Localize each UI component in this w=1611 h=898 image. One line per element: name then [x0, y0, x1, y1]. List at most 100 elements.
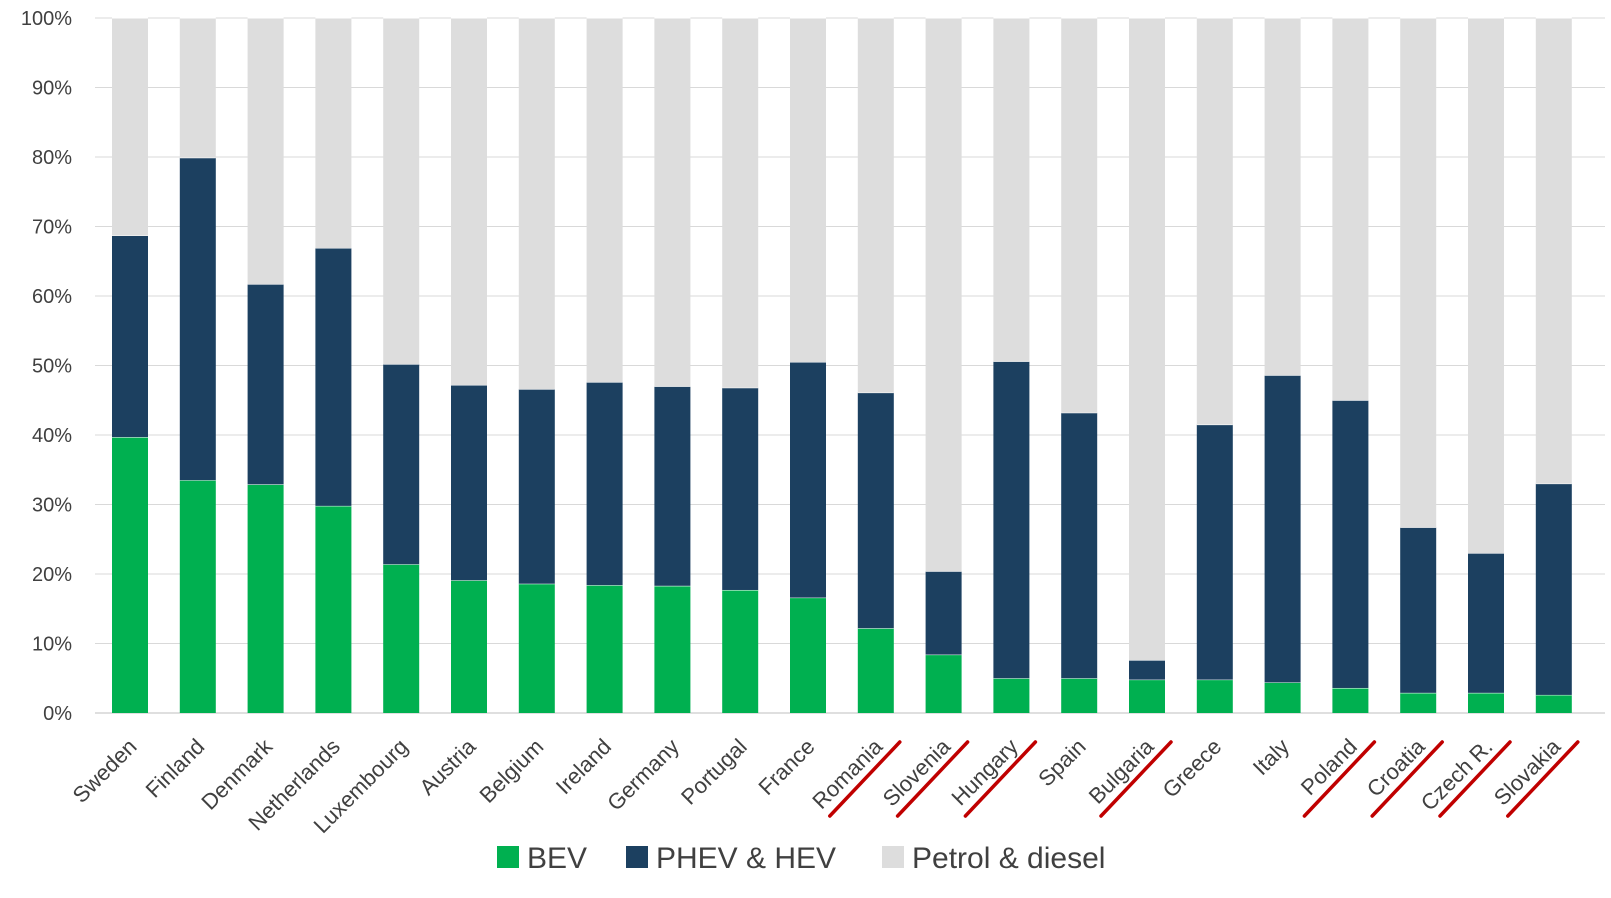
- bar-segment-petrol-diesel: [1332, 18, 1369, 401]
- bar-segment-petrol-diesel: [722, 18, 759, 388]
- strike-mark: [828, 740, 902, 818]
- bar-segment-phev-hev: [1129, 660, 1165, 680]
- legend-label: BEV: [527, 842, 587, 875]
- bar-segment-phev-hev: [112, 235, 148, 438]
- bar-segment-petrol-diesel: [1129, 18, 1165, 661]
- bar-segment-petrol-diesel: [1400, 18, 1437, 528]
- bar-segment-petrol-diesel: [112, 18, 148, 236]
- y-tick-label: 0%: [43, 703, 72, 725]
- y-tick-label: 30%: [32, 495, 72, 517]
- x-tick-label: Slovakia: [1489, 733, 1566, 810]
- bar-segment-phev-hev: [1196, 424, 1233, 680]
- y-tick-label: 50%: [32, 356, 72, 378]
- x-tick-label: Finland: [141, 734, 210, 803]
- bar-segment-bev: [925, 654, 962, 713]
- legend-swatch: [882, 846, 904, 868]
- x-tick-label: Spain: [1033, 734, 1090, 791]
- bars: [112, 17, 1572, 713]
- y-tick-label: 10%: [32, 634, 72, 656]
- bar-segment-petrol-diesel: [925, 18, 962, 572]
- bar-segment-bev: [315, 505, 352, 713]
- bar-segment-phev-hev: [451, 384, 487, 581]
- legend: BEV PHEV & HEV Petrol & diesel: [497, 842, 1105, 875]
- strike-mark: [1370, 740, 1444, 818]
- bar-segment-bev: [654, 585, 691, 713]
- x-tick-label: Ireland: [551, 734, 616, 799]
- bar-segment-petrol-diesel: [654, 18, 691, 387]
- strike-mark: [1506, 740, 1580, 818]
- bar-segment-petrol-diesel: [179, 18, 216, 158]
- bar-segment-phev-hev: [857, 392, 894, 629]
- x-tick-label: Sweden: [68, 734, 142, 808]
- bar-segment-phev-hev: [722, 387, 759, 590]
- y-tick-label: 60%: [32, 286, 72, 308]
- bar-segment-petrol-diesel: [857, 18, 894, 393]
- bar-segment-bev: [179, 480, 216, 713]
- strike-mark: [1099, 740, 1173, 818]
- bar-segment-petrol-diesel: [1061, 18, 1098, 413]
- x-tick-label: Slovenia: [878, 733, 956, 811]
- y-tick-label: 40%: [32, 425, 72, 447]
- x-tick-label: Germany: [602, 734, 684, 816]
- y-tick-label: 90%: [32, 78, 72, 100]
- x-tick-label: Czech R.: [1416, 734, 1498, 816]
- bar-segment-phev-hev: [1400, 527, 1437, 693]
- x-tick-label: Austria: [414, 733, 481, 800]
- y-tick-label: 20%: [32, 564, 72, 586]
- bar-segment-phev-hev: [1332, 400, 1369, 688]
- bar-segment-bev: [586, 585, 623, 713]
- bar-segment-bev: [451, 580, 487, 713]
- bar-segment-phev-hev: [315, 248, 352, 506]
- bar-segment-petrol-diesel: [247, 18, 284, 285]
- strike-mark: [963, 740, 1038, 818]
- bar-segment-phev-hev: [383, 364, 420, 565]
- bar-segment-petrol-diesel: [1264, 18, 1301, 376]
- y-axis: 0% 10% 20% 30% 40% 50% 60% 70% 80% 90% 100%: [21, 8, 72, 725]
- x-tick-label: France: [753, 734, 819, 800]
- bar-segment-bev: [112, 437, 148, 713]
- bar-segment-petrol-diesel: [993, 18, 1030, 362]
- bar-segment-phev-hev: [790, 362, 826, 598]
- x-axis: Sweden FinlandDenmarkNetherlandsLuxembour…: [68, 733, 1580, 838]
- bar-segment-petrol-diesel: [1535, 18, 1572, 484]
- bar-segment-bev: [1264, 682, 1301, 713]
- x-tick-label: Belgium: [474, 734, 548, 808]
- bar-segment-phev-hev: [179, 157, 216, 481]
- bar-segment-bev: [1400, 692, 1437, 713]
- strike-mark: [1302, 740, 1377, 818]
- x-tick-label: Romania: [807, 733, 887, 813]
- legend-swatch: [626, 846, 648, 868]
- bar-segment-bev: [518, 583, 555, 713]
- bar-segment-bev: [1129, 679, 1165, 713]
- bar-segment-petrol-diesel: [1196, 18, 1233, 425]
- x-tick-label: Bulgaria: [1084, 733, 1159, 808]
- bar-segment-phev-hev: [925, 571, 962, 655]
- bar-segment-petrol-diesel: [451, 18, 487, 385]
- legend-label: PHEV & HEV: [656, 842, 836, 875]
- bar-segment-phev-hev: [993, 361, 1030, 679]
- strike-mark: [895, 740, 970, 818]
- bar-segment-petrol-diesel: [1468, 18, 1504, 554]
- bar-segment-bev: [857, 628, 894, 713]
- bar-segment-phev-hev: [1468, 553, 1504, 693]
- bar-segment-petrol-diesel: [586, 18, 623, 383]
- bar-segment-phev-hev: [1535, 483, 1572, 695]
- bar-segment-phev-hev: [586, 382, 623, 586]
- legend-label: Petrol & diesel: [912, 842, 1105, 875]
- strike-mark: [1438, 740, 1512, 818]
- bar-segment-bev: [790, 597, 826, 713]
- bar-segment-bev: [993, 678, 1030, 713]
- y-tick-label: 80%: [32, 147, 72, 169]
- bar-segment-bev: [383, 564, 420, 713]
- bar-segment-phev-hev: [247, 284, 284, 485]
- x-tick-label: Hungary: [946, 734, 1022, 810]
- bar-segment-petrol-diesel: [383, 18, 420, 365]
- bar-segment-bev: [1535, 694, 1572, 713]
- legend-swatch: [497, 846, 519, 868]
- bar-segment-bev: [722, 589, 759, 713]
- bar-segment-phev-hev: [654, 386, 691, 586]
- bar-segment-petrol-diesel: [790, 18, 826, 363]
- y-tick-label: 70%: [32, 217, 72, 239]
